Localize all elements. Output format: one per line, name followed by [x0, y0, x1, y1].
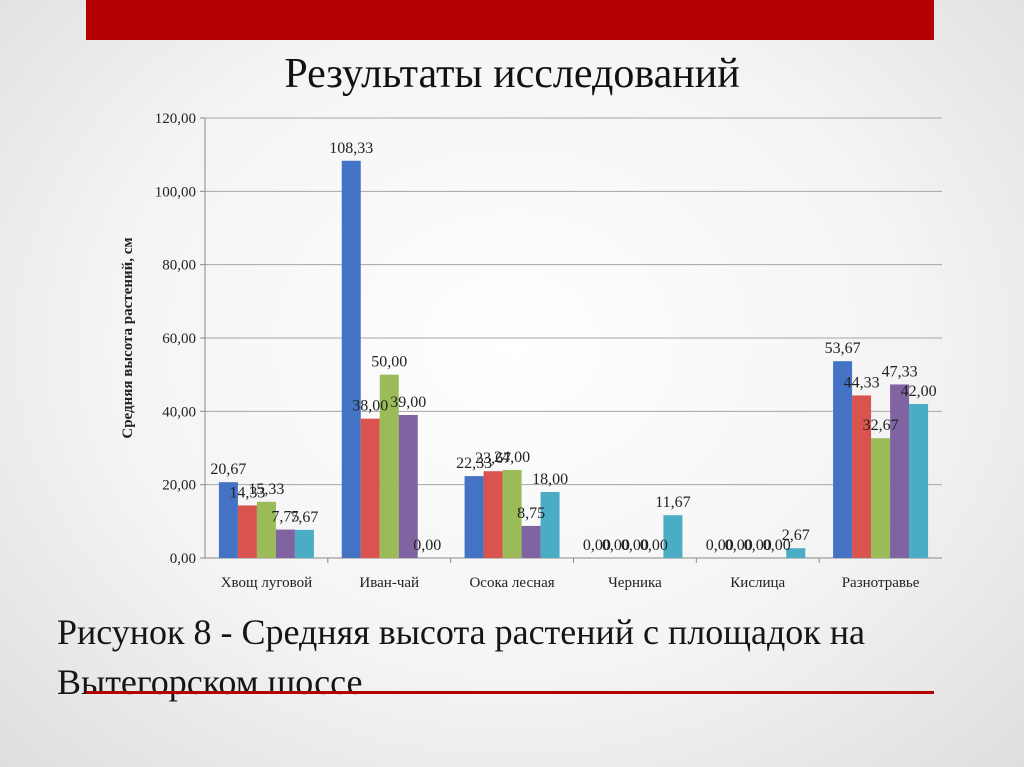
data-label: 0,00	[725, 537, 753, 554]
data-label: 0,00	[640, 537, 668, 554]
data-label: 0,00	[413, 537, 441, 554]
data-label: 47,33	[882, 363, 918, 380]
data-label: 15,33	[248, 481, 284, 498]
data-label: 0,00	[621, 537, 649, 554]
bottom-accent-line	[86, 691, 934, 694]
bars	[218, 160, 929, 559]
y-tick-label: 40,00	[162, 404, 196, 420]
x-tick-labels: Хвощ луговой Иван-чай Осока лесная Черника К…	[221, 575, 920, 591]
bar	[833, 361, 853, 558]
data-label: 0,00	[706, 537, 734, 554]
bar	[341, 160, 361, 559]
bar	[256, 501, 276, 558]
y-tick-labels: 0,00 20,00 40,00 60,00 80,00 100,00 120,00	[155, 111, 196, 567]
x-tick-label: Разнотравье	[842, 575, 920, 591]
y-tick-label: 120,00	[155, 111, 196, 127]
data-label: 14,33	[229, 484, 265, 501]
slide-title: Результаты исследований	[284, 51, 740, 97]
data-label: 0,00	[744, 537, 772, 554]
data-label: 7,75	[271, 509, 299, 526]
bar	[521, 525, 541, 558]
data-label: 22,33	[456, 455, 492, 472]
bar	[275, 529, 295, 558]
x-tick-label: Черника	[608, 575, 662, 591]
data-label: 23,67	[475, 450, 511, 467]
bar	[909, 404, 929, 558]
data-label: 38,00	[352, 398, 388, 415]
bar	[871, 438, 891, 558]
bar	[398, 415, 418, 558]
data-label: 24,00	[494, 449, 530, 466]
y-tick-label: 60,00	[162, 331, 196, 347]
x-tick-label: Кислица	[730, 575, 785, 591]
data-label: 108,33	[329, 140, 373, 157]
data-label: 42,00	[901, 383, 937, 400]
x-tick-label: Хвощ луговой	[221, 575, 312, 591]
data-label: 32,67	[863, 417, 899, 434]
data-label: 7,67	[290, 509, 318, 526]
bar	[663, 515, 683, 558]
data-label: 0,00	[763, 537, 791, 554]
bar	[464, 476, 484, 558]
data-label: 44,33	[844, 374, 880, 391]
x-tick-label: Осока лесная	[469, 575, 554, 591]
data-label: 53,67	[825, 340, 861, 357]
data-label: 8,75	[517, 505, 545, 522]
bar	[502, 470, 522, 558]
data-label: 39,00	[390, 394, 426, 411]
bar	[890, 384, 910, 558]
bar	[786, 548, 806, 558]
gridlines	[200, 117, 942, 563]
data-label: 18,00	[532, 471, 568, 488]
bar	[483, 471, 503, 558]
y-tick-label: 20,00	[162, 478, 196, 494]
y-tick-label: 80,00	[162, 258, 196, 274]
bar	[852, 395, 872, 558]
figure-caption: Рисунок 8 - Средняя высота растений с пл…	[57, 612, 866, 702]
data-label: 11,67	[655, 494, 690, 511]
bar	[218, 482, 238, 558]
bar	[237, 505, 257, 558]
bar	[294, 529, 314, 558]
y-tick-label: 0,00	[170, 551, 196, 567]
data-label: 0,00	[602, 537, 630, 554]
y-tick-label: 100,00	[155, 184, 196, 200]
top-accent-bar	[86, 0, 934, 40]
data-label: 0,00	[583, 537, 611, 554]
bar	[379, 374, 399, 558]
y-axis-label: Средняя высота растений, см	[120, 237, 136, 438]
data-label: 20,67	[210, 461, 246, 478]
x-tick-label: Иван-чай	[359, 575, 419, 591]
bar	[540, 492, 560, 558]
bar	[360, 418, 380, 558]
data-label: 50,00	[371, 354, 407, 371]
data-label: 2,67	[782, 527, 810, 544]
